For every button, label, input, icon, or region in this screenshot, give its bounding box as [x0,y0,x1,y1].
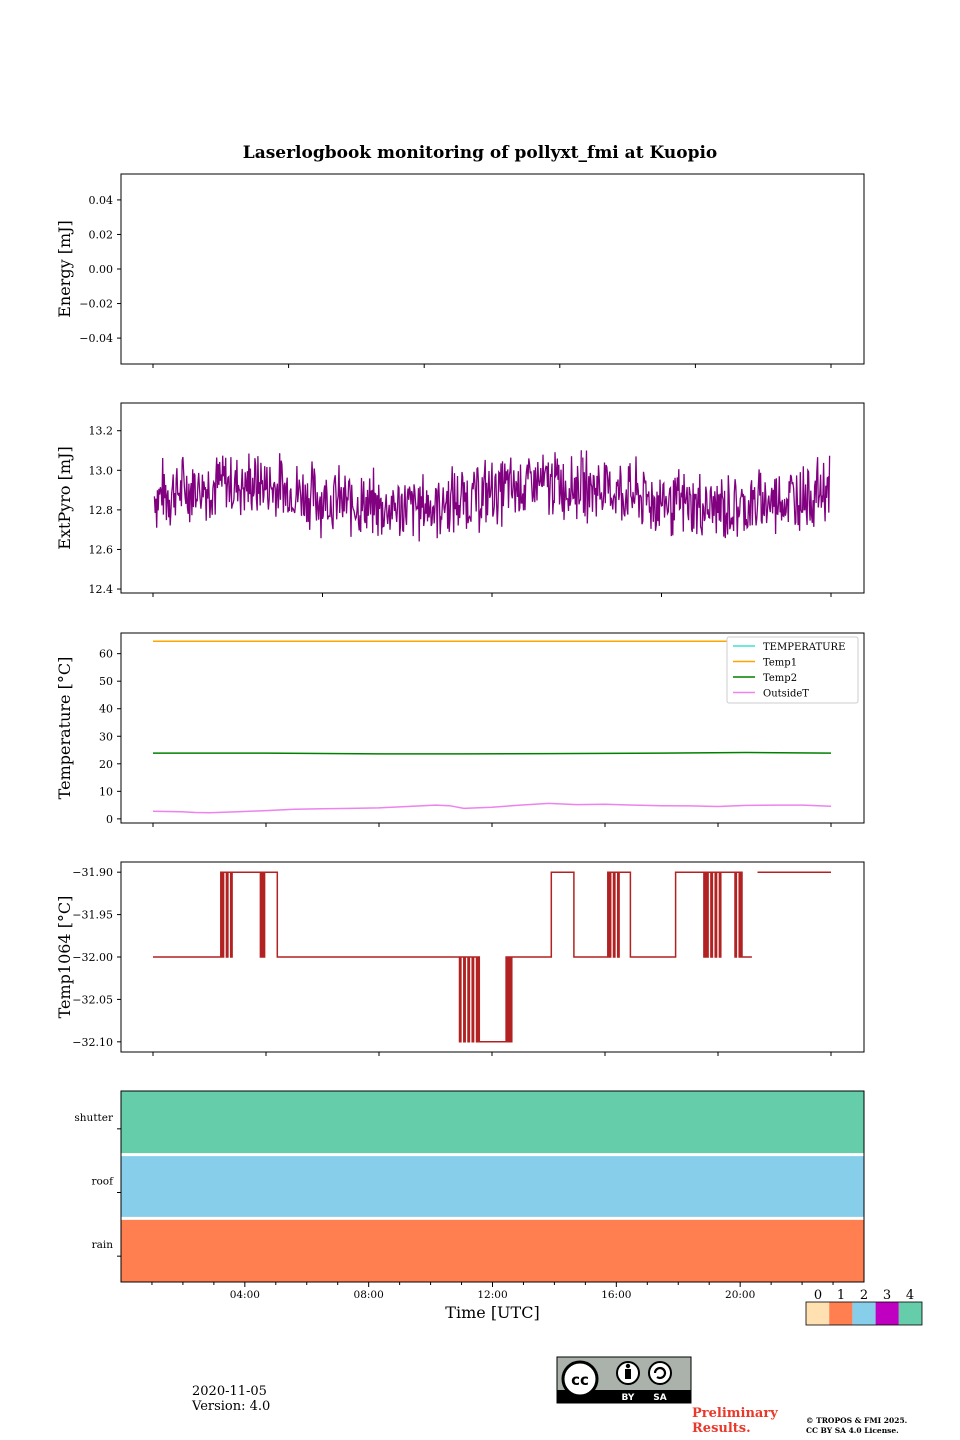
colorbar-label-4: 4 [906,1288,914,1303]
panel-0-ytick-label: 0.02 [89,228,114,241]
panel-2-ytick-label: 10 [99,785,113,798]
sa-share-icon [648,1361,672,1385]
copyright-line-2: CC BY SA 4.0 License. [806,1426,899,1435]
panel-0-ytick-label: 0.00 [89,263,114,276]
panel-0-frame [120,173,865,365]
by-label: BY [622,1393,635,1403]
sa-label: SA [653,1393,666,1403]
panel-1-ylabel: ExtPyro [mJ] [55,446,74,549]
panel-0-ylabel: Energy [mJ] [55,220,74,318]
status-row-roof [121,1154,864,1219]
panel-1-ytick-label: 12.4 [89,583,114,596]
cc-by-sa-badge-icon: cc BY SA [556,1356,692,1404]
panel-0-ytick-label: −0.02 [79,298,113,311]
panel-2-ytick-label: 60 [99,648,113,661]
time-axis-tick-label: 08:00 [354,1289,384,1301]
footer-version: Version: 4.0 [192,1399,271,1414]
legend-label-temp1: Temp1 [763,658,797,669]
series-line-temp2 [153,751,832,755]
footer-date: 2020-11-05 [192,1384,267,1399]
extpyro-series-line [153,450,831,542]
status-row-label-shutter: shutter [74,1112,114,1124]
colorbar-label-1: 1 [837,1288,845,1303]
panel-2-ytick-label: 30 [99,730,113,743]
panel-3-ytick-label: −31.90 [72,866,113,879]
time-axis-tick-label: 20:00 [725,1289,755,1301]
panel-3-ytick-label: −32.00 [72,951,113,964]
colorbar-swatch-2 [852,1302,876,1325]
cc-badge-text: cc [571,1371,589,1389]
temperature-legend [726,636,859,704]
status-row-label-roof: roof [91,1176,114,1188]
temp1064-series-line [153,871,831,1043]
colorbar-frame [805,1301,923,1326]
series-line-outsidet [152,802,832,814]
panel-2-ylabel: Temperature [°C] [55,657,74,800]
colorbar-swatch-4 [898,1302,922,1325]
status-row-rain [121,1218,864,1282]
panel-2-ytick-label: 50 [99,675,113,688]
colorbar-swatch-0 [806,1302,830,1325]
panel-3-ytick-label: −31.95 [72,909,113,922]
panel-2-ytick-label: 40 [99,703,113,716]
panel-3-ylabel: Temp1064 [°C] [55,896,74,1019]
colorbar-swatch-1 [829,1302,853,1325]
copyright-line-1: © TROPOS & FMI 2025. [806,1416,908,1425]
panel-0-ytick-label: 0.04 [89,194,114,207]
time-axis-tick-label: 12:00 [477,1289,507,1301]
panel-3-ytick-label: −32.10 [72,1036,113,1049]
footer-date-version: 2020-11-05 Version: 4.0 [192,1384,270,1414]
colorbar-label-0: 0 [814,1288,822,1303]
colorbar-label-3: 3 [883,1288,891,1303]
copyright-notice: © TROPOS & FMI 2025. CC BY SA 4.0 Licens… [806,1416,907,1436]
colorbar-label-2: 2 [860,1288,868,1303]
legend-label-temperature: TEMPERATURE [763,642,845,653]
panel-1-ytick-label: 13.0 [89,464,114,477]
panel-1-ytick-label: 13.2 [89,425,114,438]
legend-label-outsidet: OutsideT [763,689,809,700]
legend-label-temp2: Temp2 [763,673,797,684]
time-axis-tick-label: 04:00 [230,1289,260,1301]
panel-0-ytick-label: −0.04 [79,332,113,345]
preliminary-notice: Preliminary Results. [692,1406,778,1436]
status-row-shutter [121,1091,864,1155]
panel-1-ytick-label: 12.8 [89,504,114,517]
panel-2-ytick-label: 20 [99,758,113,771]
panel-2-ytick-label: 0 [106,813,113,826]
status-row-label-rain: rain [92,1239,114,1251]
figure-title: Laserlogbook monitoring of pollyxt_fmi a… [243,143,718,163]
time-axis-tick-label: 16:00 [601,1289,631,1301]
time-axis-label: Time [UTC] [445,1303,539,1322]
colorbar-swatch-3 [875,1302,899,1325]
panel-1-ytick-label: 12.6 [89,543,114,556]
panel-3-ytick-label: −32.05 [72,993,113,1006]
